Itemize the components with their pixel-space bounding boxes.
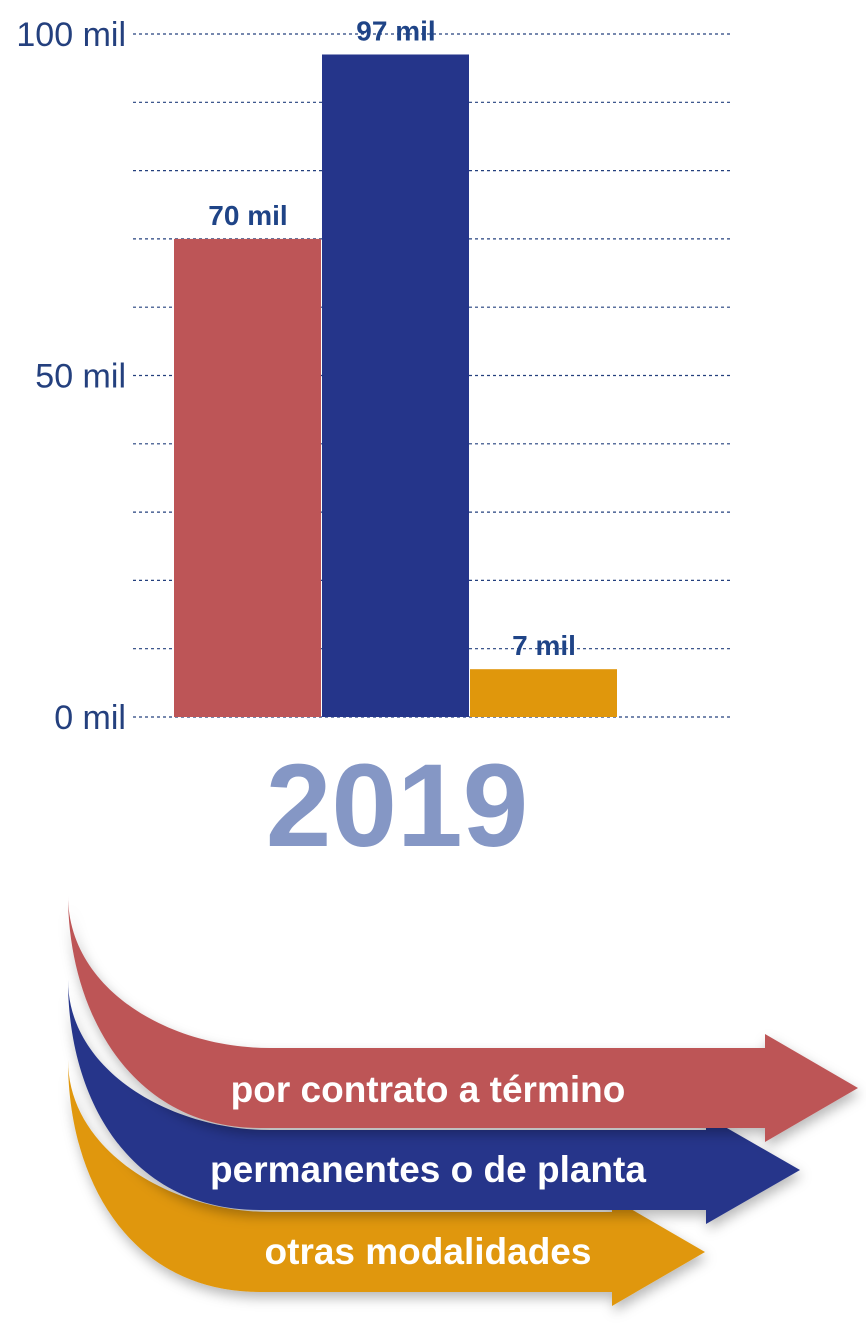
legend: por contrato a término permanentes o de … bbox=[68, 895, 858, 1306]
legend-ribbon-por-contrato bbox=[68, 895, 858, 1142]
data-labels: 70 mil 97 mil 7 mil bbox=[208, 15, 576, 661]
legend-label-por-contrato: por contrato a término bbox=[231, 1069, 626, 1110]
bar-1 bbox=[174, 238, 321, 717]
data-label-2: 97 mil bbox=[356, 15, 435, 46]
data-label-1: 70 mil bbox=[208, 200, 287, 231]
bar-2 bbox=[322, 54, 469, 718]
category-label: 2019 bbox=[266, 740, 529, 872]
legend-label-permanentes: permanentes o de planta bbox=[210, 1149, 646, 1190]
y-axis-ticks: 0 mil 50 mil 100 mil bbox=[16, 16, 126, 737]
y-tick-label: 0 mil bbox=[54, 699, 126, 737]
data-label-3: 7 mil bbox=[512, 630, 576, 661]
bar-3 bbox=[470, 669, 617, 717]
legend-ribbon-otras-modalidades bbox=[68, 1060, 705, 1306]
legend-label-otras-modalidades: otras modalidades bbox=[265, 1231, 592, 1272]
grid-lines bbox=[133, 33, 732, 718]
bars bbox=[174, 54, 617, 718]
legend-ribbon-permanentes bbox=[68, 980, 800, 1224]
y-tick-label: 100 mil bbox=[16, 16, 126, 54]
y-tick-label: 50 mil bbox=[35, 358, 126, 396]
